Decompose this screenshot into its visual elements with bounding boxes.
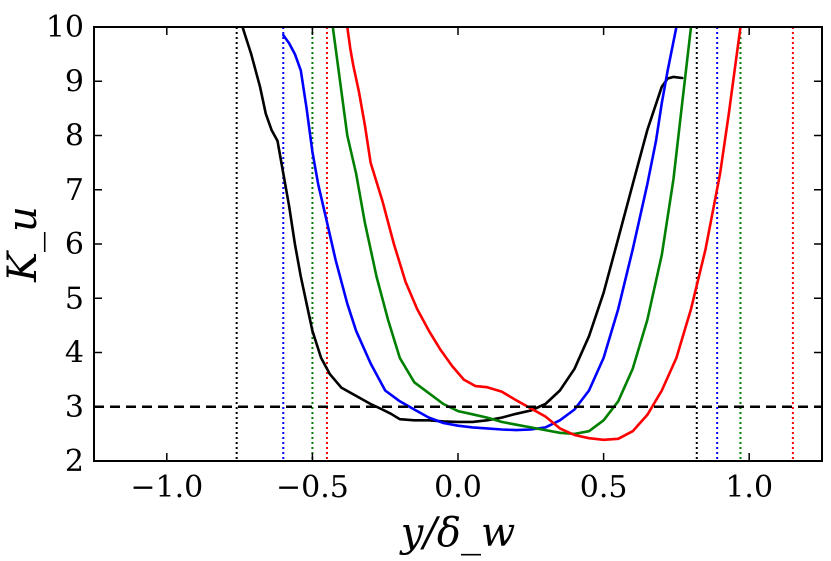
- y-tick-label: 8: [65, 119, 84, 154]
- x-axis-label: y/δ_w: [399, 510, 515, 556]
- x-tick-label: 1.0: [725, 470, 773, 505]
- series-red: [346, 27, 742, 442]
- x-tick-label: −0.5: [276, 470, 349, 505]
- y-tick-label: 7: [65, 173, 84, 208]
- y-tick-label: 3: [65, 390, 84, 425]
- series-green: [331, 27, 693, 436]
- y-tick-label: 6: [65, 227, 84, 262]
- y-axis-label: K_u: [0, 206, 46, 283]
- y-tick-label: 9: [65, 64, 84, 99]
- y-tick-label: 5: [65, 281, 84, 316]
- series-black: [241, 27, 684, 424]
- y-tick-label: 4: [65, 336, 84, 371]
- plot-area: [94, 27, 822, 461]
- y-tick-label: 10: [46, 10, 84, 45]
- x-tick-label: 0.0: [434, 470, 482, 505]
- y-tick-label: 2: [65, 444, 84, 479]
- axes-frame: [93, 26, 823, 462]
- x-tick-label: −1.0: [130, 470, 203, 505]
- x-tick-label: 0.5: [580, 470, 628, 505]
- series-blue: [282, 27, 678, 432]
